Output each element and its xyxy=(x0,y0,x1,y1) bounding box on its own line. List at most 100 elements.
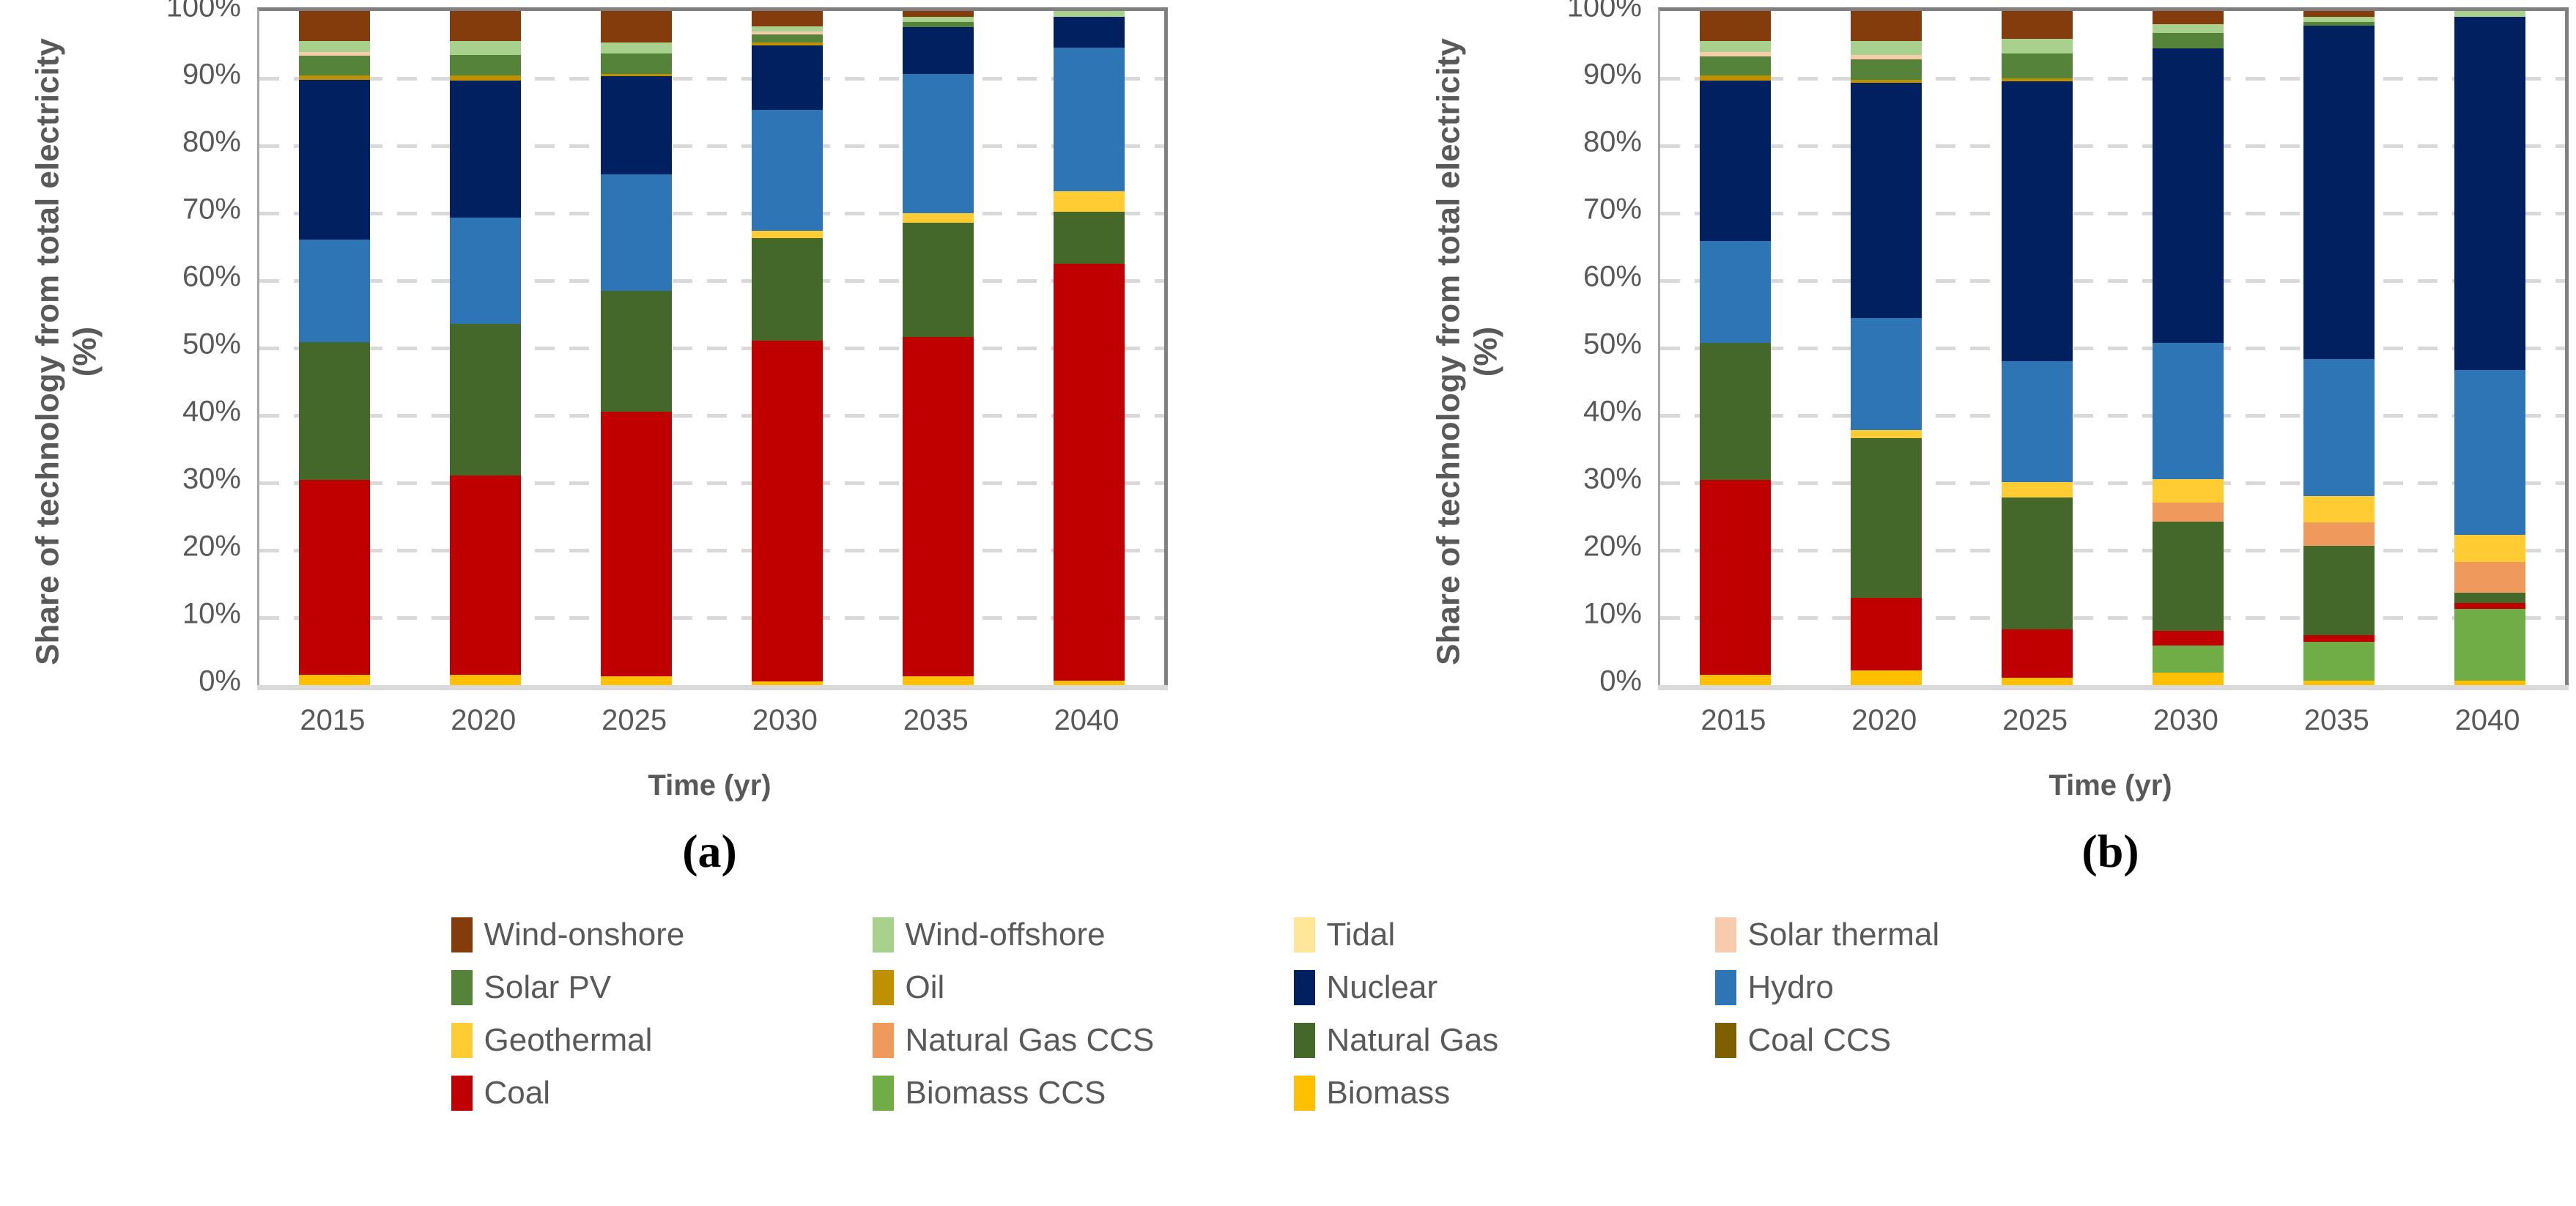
y-tick-label: 70% xyxy=(182,193,241,226)
stacked-bar-2015 xyxy=(299,11,371,685)
y-tick-label: 50% xyxy=(1583,328,1642,360)
segment-biomass xyxy=(2152,673,2224,685)
segment-oil xyxy=(299,75,371,80)
segment-solar-thermal xyxy=(1700,52,1772,56)
segment-natural-gas xyxy=(299,342,371,481)
x-tick-label: 2030 xyxy=(2153,704,2218,736)
legend-label: Wind-onshore xyxy=(484,917,685,952)
y-tick-label: 60% xyxy=(1583,260,1642,293)
segment-hydro xyxy=(1053,47,1125,191)
segment-oil xyxy=(2002,78,2073,81)
x-tick-label: 2025 xyxy=(2002,704,2068,736)
segment-natural-gas xyxy=(751,238,823,341)
legend-item-biomass-ccs: Biomass CCS xyxy=(872,1075,1294,1111)
segment-nuclear xyxy=(1700,80,1772,241)
plot-row: 100% 90% 80% 70% 60% 50% 40% 30% 20% 10% 0% xyxy=(122,0,1168,698)
segment-natural-gas xyxy=(2303,545,2375,635)
legend-item-coal-ccs: Coal CCS xyxy=(1714,1022,2125,1059)
legend-item-geothermal: Geothermal xyxy=(451,1022,873,1059)
gridline xyxy=(259,481,1164,485)
legend-swatch xyxy=(872,1076,894,1111)
segment-oil xyxy=(751,42,823,45)
y-tick-label: 10% xyxy=(182,597,241,630)
stacked-bar-2030 xyxy=(2152,11,2224,685)
plot-column: 100% 90% 80% 70% 60% 50% 40% 30% 20% 10% 0% 2015 202… xyxy=(122,0,1168,878)
segment-oil xyxy=(1851,79,1922,84)
x-tick-label: 2040 xyxy=(1054,704,1119,736)
y-axis-title: Share of technology from total electrici… xyxy=(29,38,103,665)
segment-solar-thermal xyxy=(751,31,823,35)
segment-natural-gas xyxy=(902,222,974,338)
segment-natural-gas xyxy=(2002,497,2073,629)
gridline xyxy=(259,144,1164,148)
legend-item-tidal: Tidal xyxy=(1293,917,1715,953)
x-axis-ticks: 2015 2020 2025 2030 2035 2040 xyxy=(257,704,1162,737)
segment-wind-onshore xyxy=(751,11,823,27)
segment-geothermal xyxy=(751,230,823,239)
segment-solar-thermal xyxy=(1851,54,1922,60)
segment-solar-pv xyxy=(450,54,522,76)
legend-item-wind-offshore: Wind-offshore xyxy=(872,917,1294,953)
segment-biomass xyxy=(601,676,673,685)
chart-panel-a: Share of technology from total electrici… xyxy=(12,0,1168,878)
segment-hydro xyxy=(2152,342,2224,480)
segment-coal xyxy=(1851,598,1922,670)
x-axis-line xyxy=(257,685,1168,690)
y-tick-label: 70% xyxy=(1583,193,1642,226)
segment-oil xyxy=(450,75,522,81)
legend-swatch xyxy=(451,1076,473,1111)
stacked-bar-2040 xyxy=(1053,11,1125,685)
segment-wind-offshore xyxy=(2002,38,2073,54)
segment-wind-offshore xyxy=(601,42,673,54)
segment-solar-pv xyxy=(1700,56,1772,76)
chart-panel-b: Share of technology from total electrici… xyxy=(1413,0,2569,878)
legend-item-solar-thermal: Solar thermal xyxy=(1714,917,2125,953)
legend-item-wind-onshore: Wind-onshore xyxy=(451,917,873,953)
segment-biomass xyxy=(2002,677,2073,685)
bar-slot-2020 xyxy=(1811,11,1962,685)
y-tick-label: 0% xyxy=(1599,665,1642,698)
bar-slot-2025 xyxy=(561,11,712,685)
gridline xyxy=(259,279,1164,283)
x-axis-line xyxy=(1658,685,2569,690)
gridline xyxy=(1660,549,2565,552)
legend-label: Biomass xyxy=(1326,1075,1451,1111)
segment-nuclear xyxy=(902,27,974,74)
legend-swatch xyxy=(872,917,894,952)
y-tick-label: 90% xyxy=(1583,58,1642,91)
segment-wind-offshore xyxy=(2152,24,2224,33)
legend-item-biomass: Biomass xyxy=(1293,1075,1715,1111)
stacked-bar-2020 xyxy=(450,11,522,685)
y-tick-label: 20% xyxy=(182,530,241,563)
y-axis-title: Share of technology from total electrici… xyxy=(1430,38,1503,665)
segment-hydro xyxy=(2002,361,2073,483)
x-axis-title: Time (yr) xyxy=(2048,769,2172,802)
stacked-bar-2040 xyxy=(2454,11,2525,685)
bars-layer xyxy=(259,11,1164,685)
legend-item-hydro: Hydro xyxy=(1714,969,2125,1006)
segment-biomass-ccs xyxy=(2303,642,2375,681)
legend-label: Oil xyxy=(905,969,945,1005)
plot-area-b xyxy=(1658,7,2569,690)
bar-slot-2040 xyxy=(1013,11,1164,685)
stacked-bar-2030 xyxy=(751,11,823,685)
x-tick-label: 2025 xyxy=(602,704,667,736)
segment-geothermal xyxy=(1851,430,1922,439)
stacked-bar-2035 xyxy=(902,11,974,685)
segment-geothermal xyxy=(2002,482,2073,498)
segment-natural-gas-ccs xyxy=(2303,522,2375,546)
plot-area-a xyxy=(257,7,1168,690)
gridline xyxy=(1660,616,2565,620)
gridline xyxy=(259,414,1164,418)
legend-label: Solar PV xyxy=(484,969,612,1005)
segment-coal xyxy=(902,337,974,677)
gridline xyxy=(259,549,1164,552)
plot-row: 100% 90% 80% 70% 60% 50% 40% 30% 20% 10% 0% xyxy=(1522,0,2569,698)
segment-coal xyxy=(450,475,522,676)
segment-nuclear xyxy=(299,79,371,240)
y-tick-label: 80% xyxy=(182,125,241,158)
y-axis-title-col: Share of technology from total electrici… xyxy=(12,7,122,696)
segment-hydro xyxy=(1700,240,1772,343)
segment-natural-gas xyxy=(1053,212,1125,264)
segment-nuclear xyxy=(601,76,673,174)
